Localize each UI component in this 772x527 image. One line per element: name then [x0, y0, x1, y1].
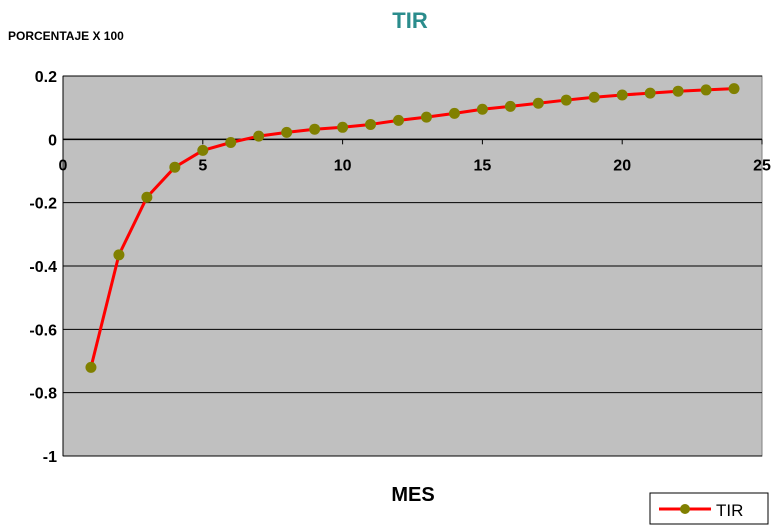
data-point-10: [337, 121, 349, 133]
data-point-23: [700, 84, 712, 96]
data-point-5: [197, 144, 209, 156]
data-point-13: [420, 111, 432, 123]
y-tick-label-1: 0: [48, 132, 57, 149]
y-tick-label-2: -0.2: [29, 196, 57, 213]
y-tick-label-6: -1: [43, 449, 57, 466]
data-point-16: [504, 100, 516, 112]
x-tick-label-4: 20: [613, 157, 631, 174]
data-point-21: [644, 87, 656, 99]
legend-label: TIR: [716, 501, 743, 520]
data-point-2: [113, 249, 125, 261]
data-point-3: [141, 191, 153, 203]
x-tick-label-1: 5: [198, 157, 207, 174]
x-tick-label-2: 10: [334, 157, 352, 174]
y-tick-label-4: -0.6: [29, 322, 57, 339]
data-point-14: [448, 107, 460, 119]
data-point-22: [672, 85, 684, 97]
x-tick-labels: 0 5 10 15 20 25: [59, 139, 771, 174]
data-point-15: [476, 103, 488, 115]
data-point-19: [588, 91, 600, 103]
y-tick-label-0: 0.2: [35, 69, 57, 86]
data-point-11: [365, 118, 377, 130]
y-tick-label-3: -0.4: [29, 259, 57, 276]
series-tir: [85, 83, 740, 373]
y-tick-labels: 0.2 0 -0.2 -0.4 -0.6 -0.8 -1: [29, 69, 57, 466]
x-tick-label-0: 0: [59, 157, 68, 174]
data-point-6: [225, 137, 237, 148]
data-point-18: [560, 94, 572, 106]
data-point-4: [169, 161, 181, 173]
x-tick-label-5: 25: [753, 157, 771, 174]
data-point-1: [85, 361, 97, 373]
chart-title: TIR: [392, 8, 428, 33]
y-tick-label-5: -0.8: [29, 386, 57, 403]
data-point-9: [309, 123, 321, 135]
data-point-17: [532, 97, 544, 109]
legend: TIR: [649, 492, 769, 525]
data-point-7: [253, 130, 265, 142]
x-tick-label-3: 15: [474, 157, 492, 174]
y-axis-label: PORCENTAJE X 100: [8, 29, 124, 43]
legend-marker: [680, 504, 690, 514]
data-point-12: [393, 114, 405, 126]
data-point-8: [281, 126, 293, 138]
data-point-20: [616, 89, 628, 101]
data-point-24: [728, 83, 740, 95]
x-axis-label: MES: [391, 484, 434, 506]
